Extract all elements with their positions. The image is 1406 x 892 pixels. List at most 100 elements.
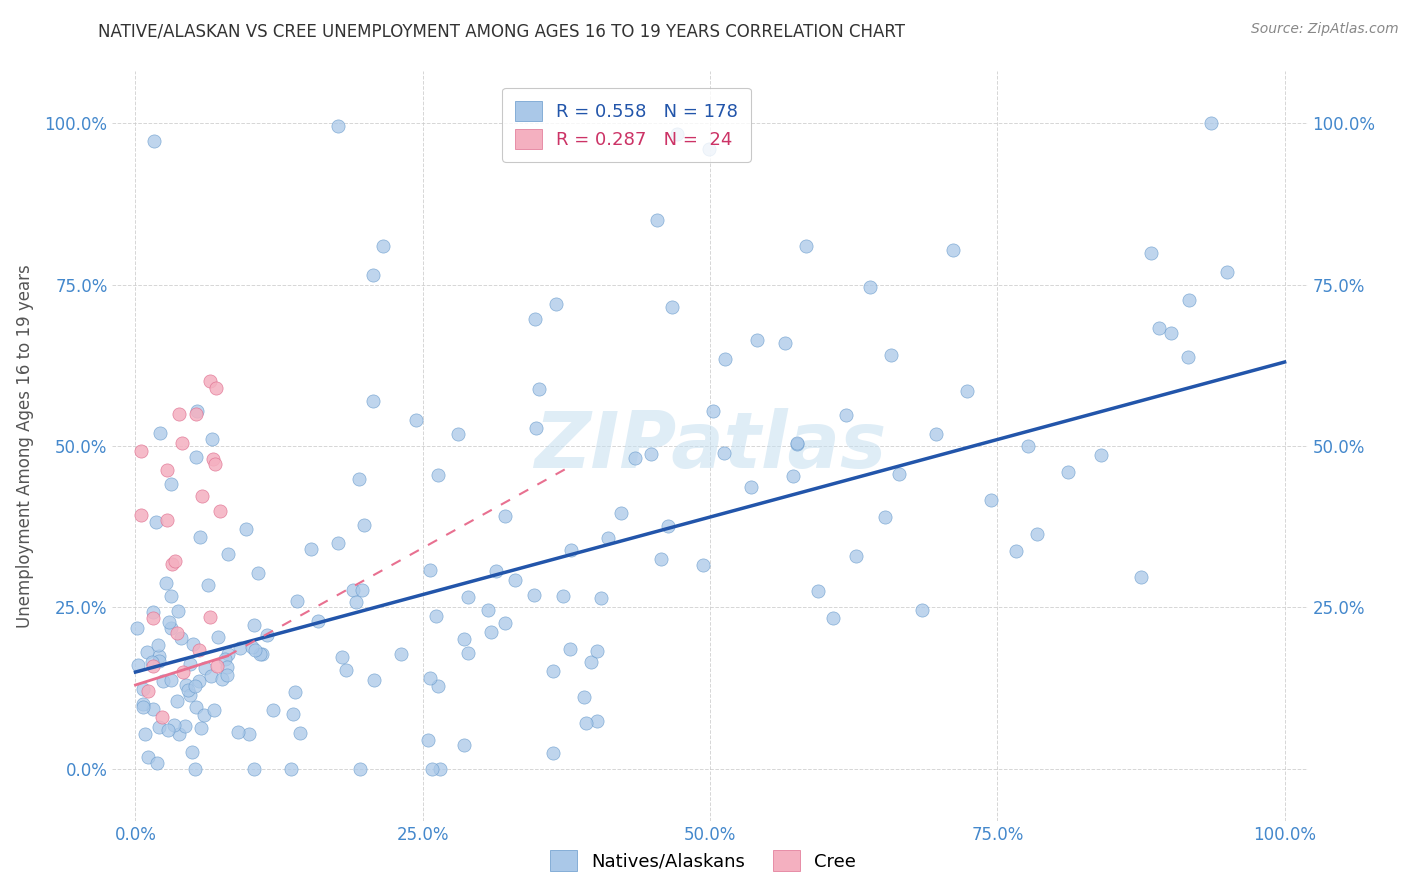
Point bbox=[591, 591, 613, 605]
Point bbox=[457, 591, 479, 605]
Point bbox=[184, 700, 207, 714]
Point bbox=[925, 427, 948, 442]
Point bbox=[204, 458, 226, 472]
Point bbox=[250, 647, 273, 661]
Point bbox=[494, 508, 516, 523]
Point bbox=[794, 239, 817, 253]
Point bbox=[1005, 544, 1028, 558]
Point bbox=[453, 738, 475, 752]
Point bbox=[782, 468, 804, 483]
Text: Source: ZipAtlas.com: Source: ZipAtlas.com bbox=[1251, 22, 1399, 37]
Point bbox=[1057, 465, 1080, 479]
Point bbox=[215, 667, 238, 681]
Point bbox=[127, 658, 149, 673]
Point bbox=[191, 490, 214, 504]
Point bbox=[283, 707, 305, 722]
Point bbox=[181, 745, 204, 759]
Point bbox=[349, 762, 371, 776]
Point bbox=[145, 515, 167, 529]
Point bbox=[645, 213, 668, 227]
Point bbox=[586, 714, 609, 728]
Point bbox=[494, 615, 516, 630]
Point bbox=[249, 647, 271, 661]
Point bbox=[425, 608, 447, 623]
Point bbox=[657, 519, 679, 533]
Point bbox=[429, 762, 451, 776]
Point bbox=[371, 239, 394, 253]
Point bbox=[136, 750, 159, 764]
Point bbox=[148, 654, 170, 668]
Point bbox=[160, 621, 183, 635]
Point bbox=[640, 447, 662, 461]
Point bbox=[342, 583, 364, 598]
Point bbox=[353, 518, 375, 533]
Point bbox=[156, 723, 179, 738]
Point bbox=[198, 610, 221, 624]
Point bbox=[650, 551, 672, 566]
Point bbox=[299, 541, 322, 556]
Point bbox=[179, 688, 201, 702]
Point bbox=[307, 614, 329, 628]
Point bbox=[330, 649, 353, 664]
Point bbox=[543, 746, 565, 760]
Point bbox=[479, 625, 502, 640]
Point bbox=[235, 522, 257, 536]
Point bbox=[419, 563, 441, 577]
Point bbox=[240, 640, 263, 654]
Point bbox=[1090, 448, 1112, 462]
Point bbox=[889, 467, 911, 482]
Point bbox=[184, 680, 207, 694]
Point bbox=[553, 589, 575, 603]
Point bbox=[692, 558, 714, 572]
Point bbox=[457, 646, 479, 660]
Point bbox=[135, 645, 157, 659]
Point bbox=[150, 710, 173, 724]
Point bbox=[1130, 570, 1153, 584]
Point bbox=[177, 683, 200, 698]
Point bbox=[523, 312, 546, 326]
Point bbox=[285, 593, 308, 607]
Point bbox=[807, 583, 830, 598]
Point bbox=[544, 297, 567, 311]
Point bbox=[1160, 326, 1182, 340]
Point bbox=[160, 557, 183, 571]
Point bbox=[202, 451, 225, 466]
Point bbox=[1216, 265, 1239, 279]
Point bbox=[127, 621, 149, 635]
Point bbox=[581, 655, 603, 669]
Point bbox=[166, 694, 188, 708]
Point bbox=[167, 604, 190, 618]
Point bbox=[1177, 350, 1199, 364]
Point bbox=[131, 681, 153, 696]
Point bbox=[702, 404, 724, 418]
Point bbox=[1026, 527, 1049, 541]
Point bbox=[713, 446, 735, 460]
Point bbox=[284, 685, 307, 699]
Point bbox=[344, 595, 367, 609]
Point bbox=[131, 444, 153, 458]
Point bbox=[229, 641, 252, 656]
Point bbox=[214, 652, 236, 666]
Point bbox=[1149, 321, 1171, 335]
Point bbox=[980, 492, 1002, 507]
Point bbox=[156, 463, 179, 477]
Point bbox=[173, 719, 195, 733]
Point bbox=[419, 671, 441, 685]
Point bbox=[335, 663, 357, 677]
Point bbox=[775, 336, 797, 351]
Point bbox=[745, 334, 768, 348]
Point bbox=[215, 659, 238, 673]
Point bbox=[148, 648, 170, 663]
Point bbox=[1199, 116, 1222, 130]
Point bbox=[714, 352, 737, 367]
Point bbox=[157, 615, 180, 630]
Point bbox=[184, 762, 207, 776]
Point bbox=[262, 703, 284, 717]
Point bbox=[211, 672, 233, 686]
Point bbox=[447, 426, 470, 441]
Point bbox=[844, 549, 866, 564]
Point bbox=[290, 725, 312, 739]
Point bbox=[418, 733, 440, 747]
Point bbox=[363, 394, 385, 409]
Point bbox=[422, 762, 444, 776]
